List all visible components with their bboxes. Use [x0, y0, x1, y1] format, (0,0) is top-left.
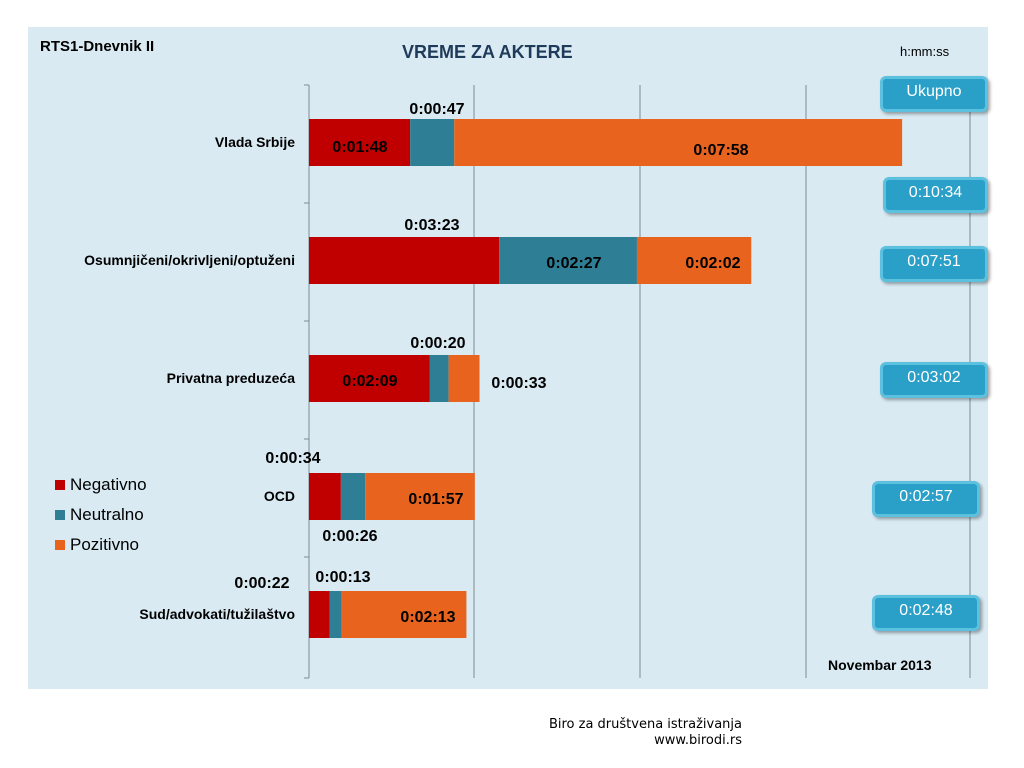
legend-label: Neutralno	[70, 505, 144, 524]
bar-negativno	[309, 591, 330, 638]
total-box: 0:02:48	[872, 595, 980, 631]
legend-item-negativno: Negativno	[55, 470, 147, 500]
total-box: 0:10:34	[883, 177, 988, 213]
legend-item-neutralno: Neutralno	[55, 500, 147, 530]
footer-org: Biro za društvena istraživanja	[548, 717, 742, 732]
category-label: Sud/advokati/tužilaštvo	[139, 606, 295, 622]
data-label: 0:00:13	[315, 569, 370, 586]
category-label: Osumnjičeni/okrivljeni/optuženi	[84, 252, 295, 268]
unit-label: h:mm:ss	[900, 44, 950, 59]
bar-negativno	[309, 355, 430, 402]
legend-label: Pozitivno	[70, 535, 139, 554]
footer: Biro za društvena istraživanja www.birod…	[549, 717, 742, 749]
bar-pozitivno	[454, 119, 903, 166]
data-label: 0:02:09	[342, 373, 397, 390]
total-box: 0:07:51	[880, 246, 988, 282]
bar-neutralno	[340, 473, 366, 520]
bar-neutralno	[429, 355, 449, 402]
legend-label: Negativno	[70, 475, 147, 494]
data-label: 0:00:20	[410, 335, 465, 352]
total-box: 0:03:02	[880, 362, 988, 398]
legend-swatch-negativno	[55, 480, 65, 490]
data-label: 0:00:33	[491, 375, 546, 392]
data-label: 0:00:47	[409, 101, 464, 118]
footer-url: www.birodi.rs	[654, 733, 742, 748]
bar-negativno	[309, 473, 341, 520]
bar-negativno	[309, 119, 411, 166]
data-label: 0:02:02	[685, 255, 740, 272]
data-label: 0:02:13	[400, 609, 455, 626]
data-label: 0:00:22	[234, 575, 289, 592]
totals-header-box: Ukupno	[880, 76, 988, 112]
data-label: 0:01:48	[332, 139, 387, 156]
bar-neutralno	[410, 119, 455, 166]
bar-pozitivno	[448, 355, 480, 402]
category-label: OCD	[263, 488, 295, 504]
total-box: 0:02:57	[872, 481, 980, 517]
legend-swatch-neutralno	[55, 510, 65, 520]
data-label: 0:00:34	[265, 450, 320, 467]
data-label: 0:01:57	[408, 491, 463, 508]
bar-neutralno	[329, 591, 342, 638]
bar-negativno	[309, 237, 500, 284]
data-label: 0:03:23	[404, 217, 459, 234]
bar-pozitivno	[365, 473, 475, 520]
category-label: Privatna preduzeća	[166, 370, 295, 386]
data-label: 0:02:27	[546, 255, 601, 272]
bar-pozitivno	[341, 591, 467, 638]
data-label: 0:00:26	[322, 528, 377, 545]
legend-item-pozitivno: Pozitivno	[55, 530, 147, 560]
bar-pozitivno	[636, 237, 752, 284]
category-label: Vlada Srbije	[214, 134, 295, 150]
month-label: Novembar 2013	[828, 657, 932, 673]
bar-neutralno	[499, 237, 637, 284]
channel-label: RTS1-Dnevnik II	[40, 38, 155, 55]
legend: Negativno Neutralno Pozitivno	[55, 470, 147, 560]
legend-swatch-pozitivno	[55, 540, 65, 550]
data-label: 0:07:58	[693, 142, 748, 159]
chart-title: VREME ZA AKTERE	[402, 42, 573, 62]
